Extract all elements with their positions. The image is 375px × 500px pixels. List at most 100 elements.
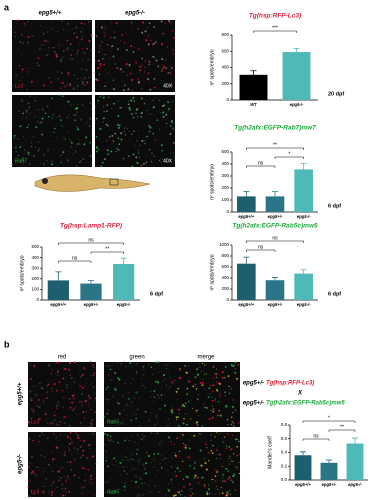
speckle (208, 387, 211, 390)
speckle (87, 403, 89, 405)
speckle (81, 425, 83, 427)
speckle (57, 370, 59, 372)
significance-label: * (328, 415, 330, 421)
speckle (138, 156, 141, 158)
speckle (119, 363, 122, 365)
column-header: merge (197, 355, 215, 361)
speckle (115, 22, 118, 24)
speckle (211, 409, 214, 411)
speckle (28, 438, 31, 440)
speckle (68, 114, 70, 116)
speckle (71, 58, 74, 60)
speckle (101, 161, 104, 164)
speckle (63, 475, 65, 478)
y-tick-label: 0 (226, 297, 229, 302)
speckle (69, 84, 72, 87)
micrograph (171, 361, 240, 427)
micrograph-bg (172, 432, 240, 497)
speckle (187, 380, 189, 382)
speckle (190, 418, 192, 420)
speckle (68, 447, 70, 449)
speckle (103, 35, 106, 37)
speckle (82, 410, 85, 414)
speckle (90, 425, 92, 428)
speckle (165, 122, 168, 125)
speckle (230, 387, 233, 390)
speckle (123, 131, 125, 133)
speckle (103, 110, 105, 113)
speckle (27, 486, 29, 488)
speckle (73, 361, 76, 364)
speckle (136, 434, 139, 437)
speckle (69, 30, 71, 32)
speckle (72, 153, 73, 155)
error-bar (352, 437, 358, 444)
y-axis-label: nº spots/embryo (209, 254, 215, 290)
speckle (107, 153, 109, 155)
speckle (131, 165, 134, 168)
speckle (130, 78, 134, 82)
speckle (42, 492, 45, 494)
speckle (99, 45, 102, 47)
speckle (76, 49, 79, 52)
speckle (164, 404, 167, 407)
speckle (138, 494, 141, 497)
speckle (64, 494, 66, 496)
speckle (58, 381, 61, 383)
speckle (107, 400, 109, 402)
speckle (39, 25, 42, 27)
speckle (136, 449, 138, 451)
x-tick-label: epg5-/- (297, 302, 311, 307)
speckle (58, 424, 60, 426)
speckle (170, 384, 172, 386)
speckle (97, 99, 100, 102)
speckle (50, 81, 53, 84)
speckle (131, 133, 133, 135)
speckle (229, 489, 231, 492)
speckle (58, 470, 61, 473)
speckle (186, 423, 188, 426)
speckle (19, 125, 22, 128)
speckle (160, 394, 163, 396)
y-axis-label: nº spots/embryo (209, 49, 215, 85)
speckle (205, 373, 207, 375)
speckle (51, 28, 53, 30)
speckle (62, 138, 64, 140)
speckle (44, 413, 47, 416)
speckle (132, 50, 135, 53)
speckle (122, 465, 124, 468)
speckle (139, 477, 142, 480)
speckle (34, 394, 36, 396)
speckle (224, 436, 226, 438)
speckle (55, 362, 58, 364)
speckle (55, 53, 58, 56)
speckle (23, 135, 25, 137)
speckle (20, 125, 22, 127)
speckle (150, 461, 152, 463)
speckle (130, 21, 133, 24)
speckle (194, 474, 197, 477)
speckle (144, 30, 147, 33)
speckle (139, 461, 141, 463)
speckle (166, 364, 169, 366)
speckle (215, 457, 218, 460)
speckle (227, 470, 229, 472)
speckle (108, 477, 111, 480)
speckle (169, 69, 171, 71)
panel-label: a (4, 2, 10, 12)
speckle (67, 47, 69, 49)
speckle (65, 434, 67, 436)
speckle (215, 381, 218, 383)
speckle (106, 149, 109, 152)
speckle (76, 145, 78, 147)
speckle (166, 424, 169, 427)
speckle (107, 480, 110, 482)
speckle (105, 388, 108, 390)
speckle (177, 416, 180, 418)
speckle (38, 406, 41, 409)
speckle (90, 422, 92, 424)
speckle (124, 456, 127, 459)
speckle (84, 23, 86, 25)
speckle (117, 148, 120, 151)
speckle (119, 68, 122, 71)
